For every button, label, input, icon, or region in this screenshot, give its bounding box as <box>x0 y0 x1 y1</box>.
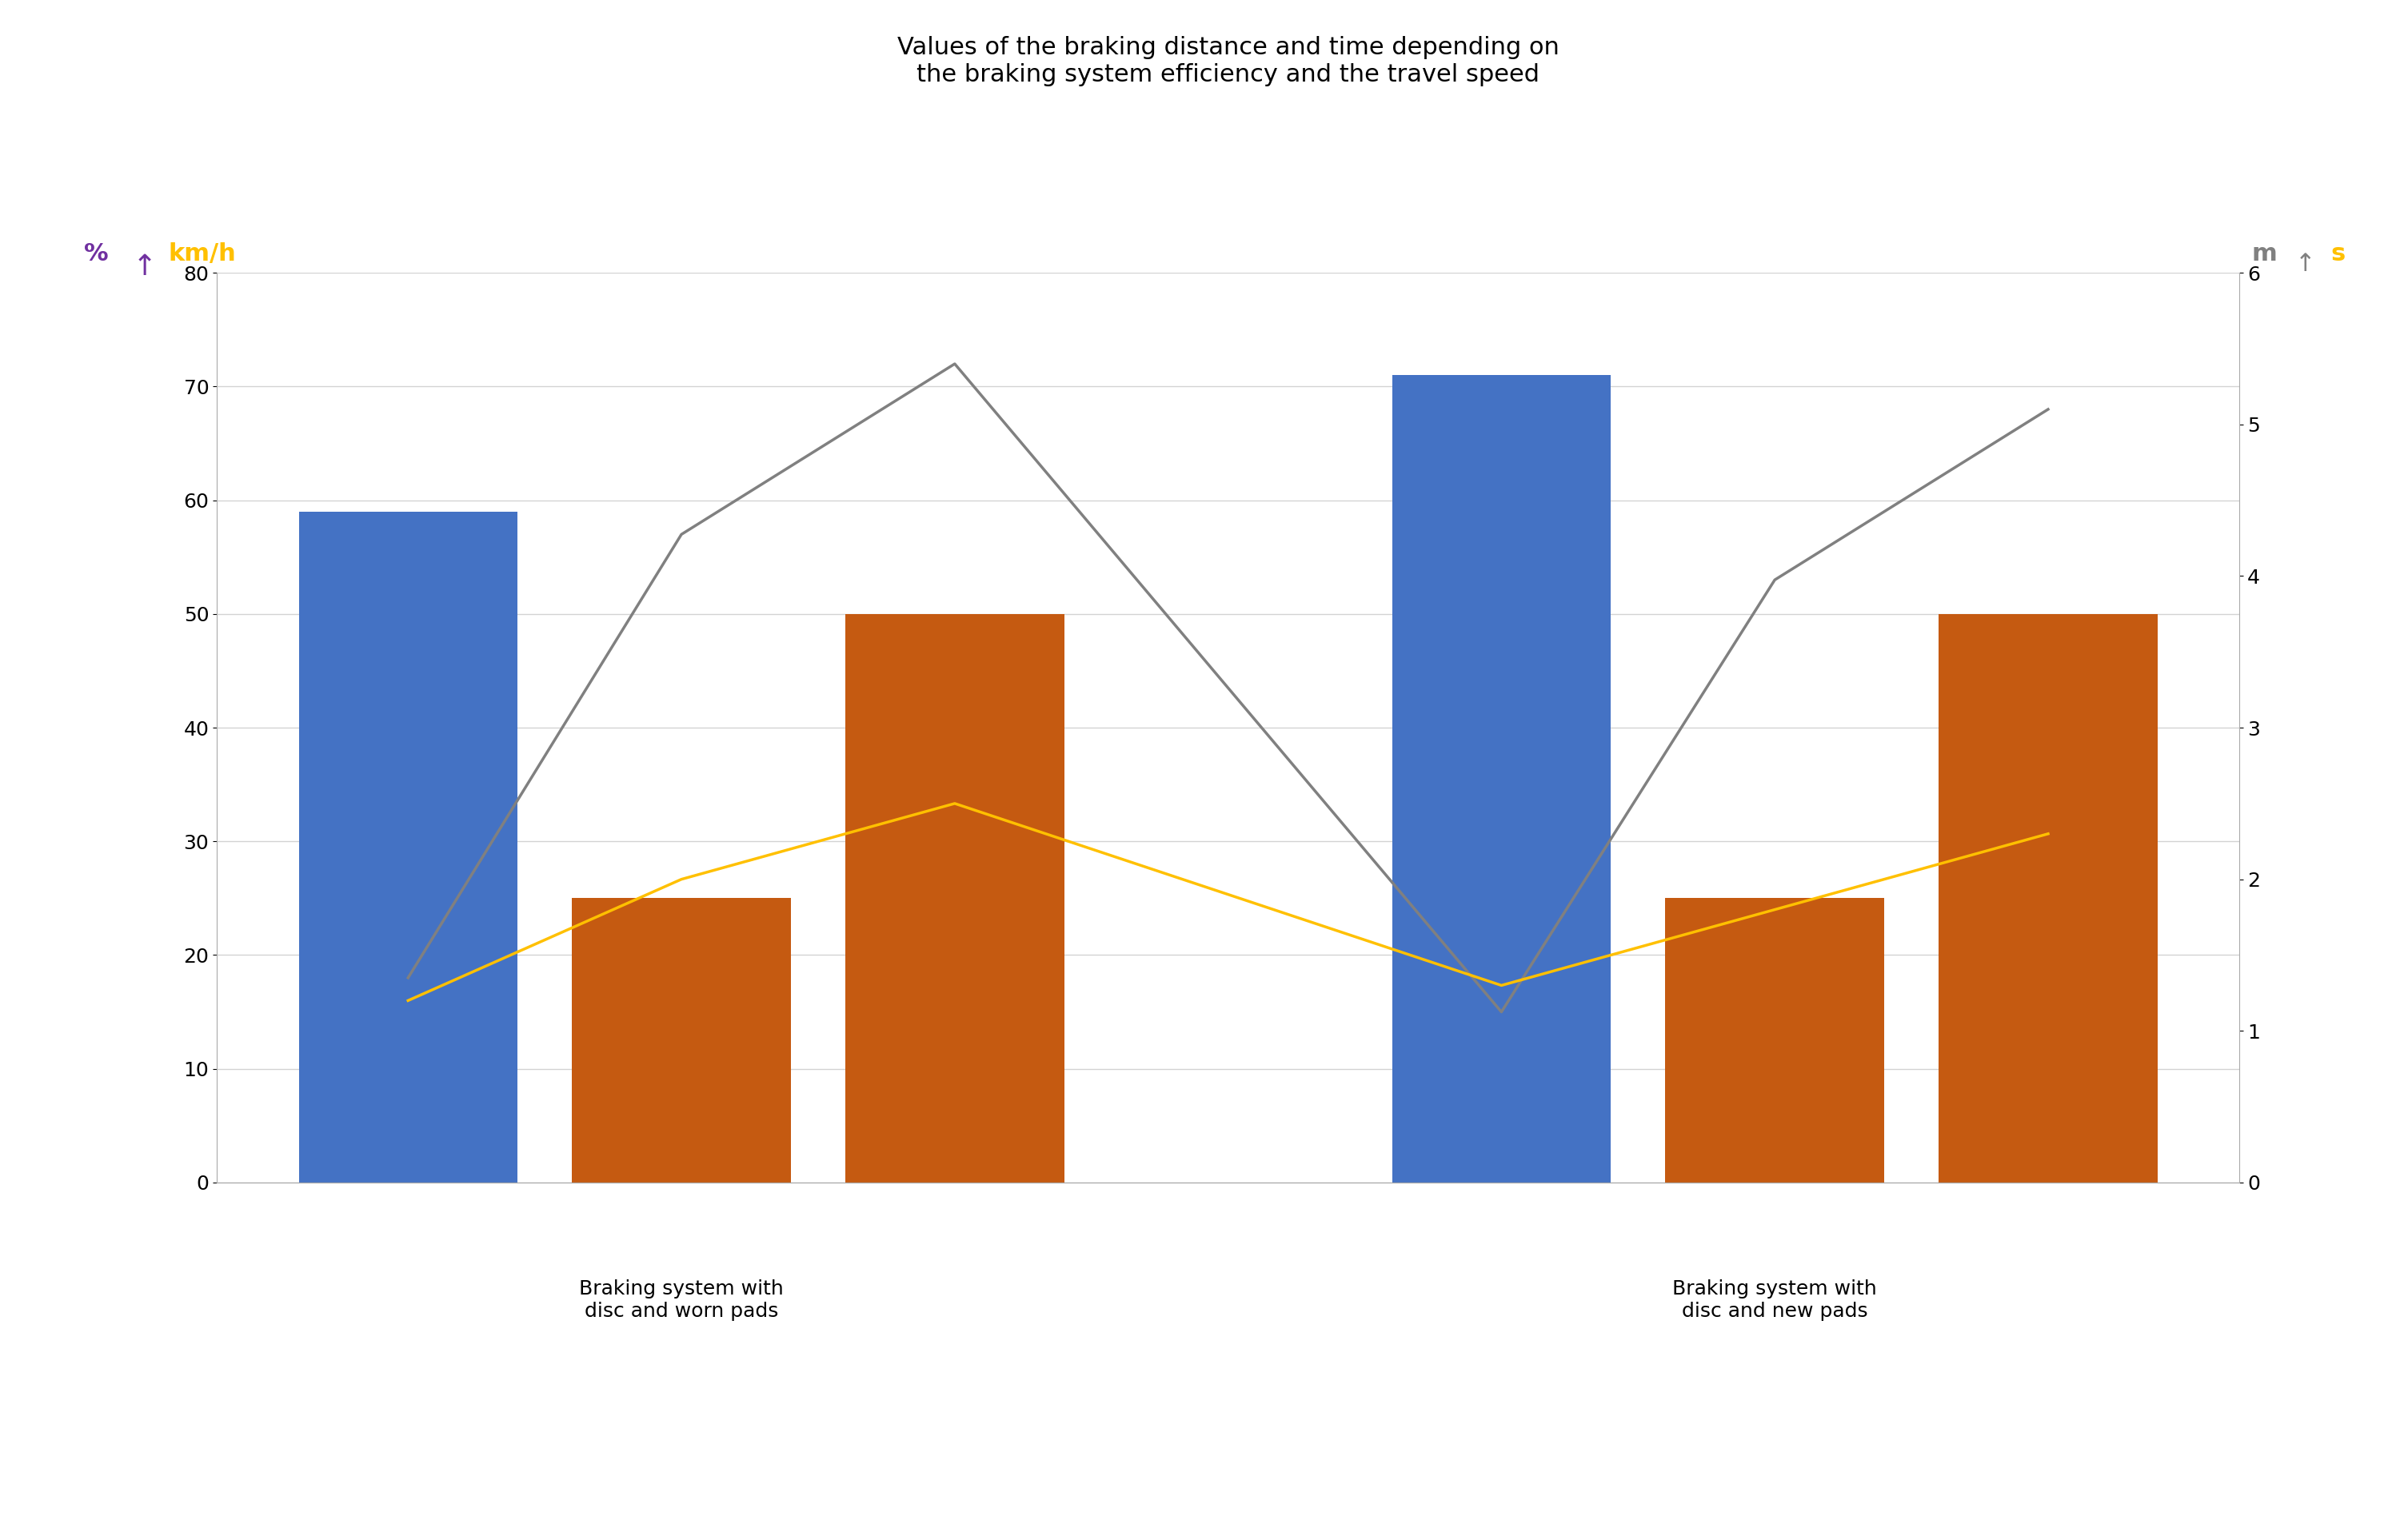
Text: s: s <box>2331 243 2345 265</box>
Text: m: m <box>2251 243 2278 265</box>
Bar <box>1392 376 1611 1182</box>
Text: ↑: ↑ <box>2295 253 2314 276</box>
Text: %: % <box>84 243 108 265</box>
Bar <box>1938 614 2158 1182</box>
Text: ↑: ↑ <box>132 253 157 280</box>
Bar <box>1666 897 1883 1182</box>
Title: Values of the braking distance and time depending on
the braking system efficien: Values of the braking distance and time … <box>898 36 1558 86</box>
Text: Braking system with
disc and worn pads: Braking system with disc and worn pads <box>580 1280 783 1320</box>
Text: Braking system with
disc and new pads: Braking system with disc and new pads <box>1674 1280 1876 1320</box>
Bar <box>845 614 1064 1182</box>
Bar <box>299 512 518 1182</box>
Bar <box>573 897 790 1182</box>
Text: km/h: km/h <box>169 243 236 265</box>
